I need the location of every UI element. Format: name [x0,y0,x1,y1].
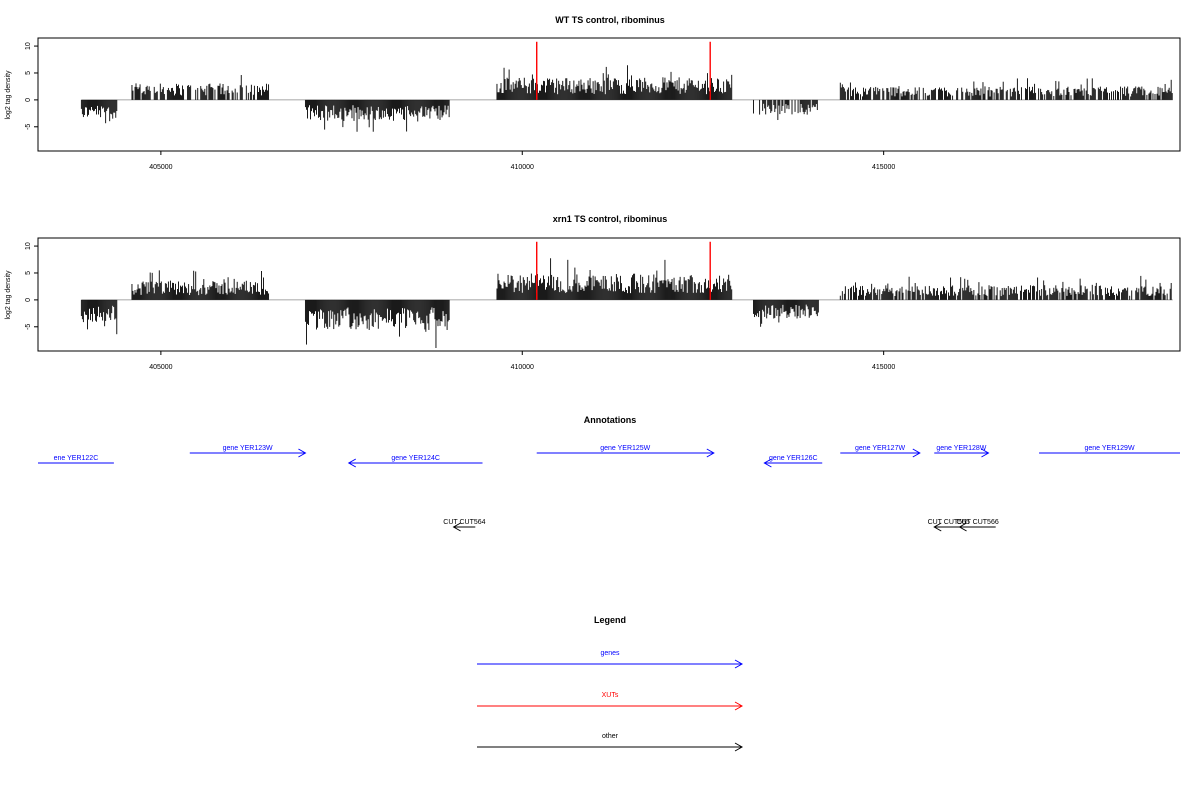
gene-label: gene YER123W [223,445,273,452]
legend-title: Legend [594,615,626,625]
plot-area: -5 0 5 10 405000 410000 415000 [25,241,1173,371]
plot-area: -5 0 5 10 405000 410000 415000 [25,41,1173,171]
panel-title: WT TS control, ribominus [555,15,665,25]
arrow-right-icon [734,659,744,669]
legend-items: genes XUTs other [477,650,744,752]
legend-label: other [602,733,619,740]
panel-xrn1: xrn1 TS control, ribominus log2 tag dens… [5,214,1181,371]
arrow-right-icon [706,448,715,458]
y-axis-label: log2 tag density [5,70,12,120]
arrow-left-icon [933,522,942,532]
cut-label: CUT CUT566 [956,519,998,526]
x-tick-label: 415000 [872,164,895,171]
plot-frame [37,37,1181,152]
gene-label: gene YER124C [391,455,440,462]
arrow-right-icon [734,742,744,752]
legend-label: XUTs [602,692,619,699]
y-tick-label: 0 [25,98,32,102]
panel-title: xrn1 TS control, ribominus [553,214,668,224]
plot-frame [37,237,1181,352]
gene-label: gene YER127W [855,445,905,452]
x-tick-label: 405000 [149,364,172,371]
annotations-title: Annotations [584,415,637,425]
y-tick-label: 0 [25,298,32,302]
y-tick-label: 10 [25,242,32,250]
cut-label: CUT CUT565 [928,519,970,526]
arrow-right-icon [981,448,990,458]
legend-label: genes [600,650,620,657]
arrow-left-icon [763,458,772,468]
annotation-tracks: ene YER122C gene YER123W gene YER124C gene … [38,445,1180,532]
arrow-left-icon [452,522,461,532]
legend-panel: Legend genes XUTs other [477,615,744,752]
y-axis-label: log2 tag density [5,270,12,320]
x-tick-label: 410000 [511,364,534,371]
gene-label: gene YER125W [600,445,650,452]
gene-label: ene YER122C [54,455,99,462]
y-tick-label: -5 [25,324,32,330]
gene-label: gene YER128W [936,445,986,452]
annotations-panel: Annotations ene YER122C gene YER123W gene … [38,415,1180,532]
arrow-left-icon [958,522,967,532]
panel-wt: WT TS control, ribominus log2 tag densit… [5,15,1181,171]
arrow-right-icon [734,701,744,711]
y-tick-label: 5 [25,271,32,275]
arrow-left-icon [347,458,357,468]
x-tick-label: 415000 [872,364,895,371]
arrow-right-icon [912,448,921,458]
gene-label: gene YER126C [769,455,818,462]
y-tick-label: 5 [25,71,32,75]
gene-label: gene YER129W [1084,445,1134,452]
y-tick-label: -5 [25,124,32,130]
x-tick-label: 405000 [149,164,172,171]
arrow-right-icon [298,448,307,458]
cut-label: CUT CUT564 [443,519,485,526]
y-tick-label: 10 [25,42,32,50]
x-tick-label: 410000 [511,164,534,171]
